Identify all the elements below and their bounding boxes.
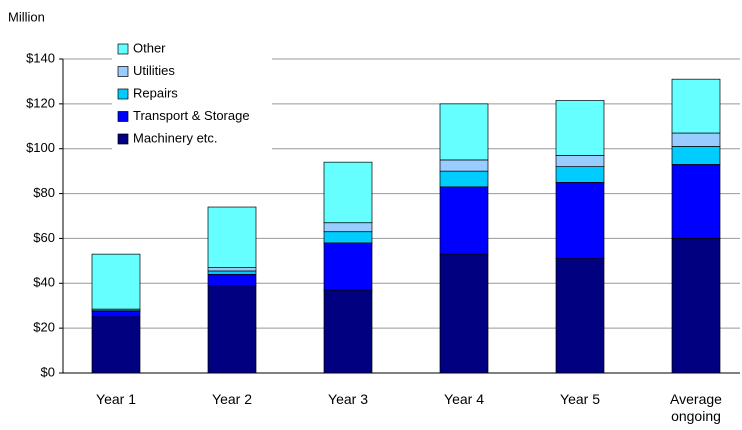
bar-segment xyxy=(323,222,373,233)
y-tick-label: $40 xyxy=(33,275,55,290)
bar-segment xyxy=(91,316,141,374)
legend-label: Utilities xyxy=(133,63,175,78)
bar-segment xyxy=(207,273,257,286)
legend-label: Transport & Storage xyxy=(133,108,250,123)
bar-segment xyxy=(671,78,721,134)
bar-segment xyxy=(671,132,721,147)
y-tick-label: $60 xyxy=(33,230,55,245)
bar-segment xyxy=(323,231,373,244)
legend-swatch xyxy=(117,111,129,122)
bar-segment xyxy=(671,146,721,165)
bar-segment xyxy=(439,186,489,255)
x-tick-label: Year 5 xyxy=(560,391,600,407)
y-tick-label: $80 xyxy=(33,185,55,200)
bar-segment xyxy=(439,170,489,188)
y-tick-label: $0 xyxy=(41,364,55,379)
bar-segment xyxy=(207,270,257,275)
bar-segment xyxy=(207,285,257,374)
legend-swatch xyxy=(117,43,129,55)
bar-segment xyxy=(91,253,141,310)
bar-segment xyxy=(555,100,605,156)
bar-segment xyxy=(207,267,257,272)
x-tick-label: Year 4 xyxy=(444,391,484,407)
legend-box xyxy=(112,38,272,157)
bar-segment xyxy=(555,155,605,168)
x-tick-label: Year 2 xyxy=(212,391,252,407)
legend-label: Machinery etc. xyxy=(133,130,218,145)
bar-segment xyxy=(555,166,605,183)
bar-segment xyxy=(323,161,373,224)
bar-segment xyxy=(555,258,605,374)
y-tick-label: $120 xyxy=(26,95,55,110)
bar-segment xyxy=(439,253,489,374)
bar-segment xyxy=(671,238,721,374)
y-tick-label: $20 xyxy=(33,320,55,335)
legend-label: Other xyxy=(133,40,166,55)
legend-swatch xyxy=(117,88,129,100)
x-tick-label: Year 3 xyxy=(328,391,368,407)
bar-segment xyxy=(91,310,141,318)
bar-segment xyxy=(555,182,605,259)
bar-segment xyxy=(207,206,257,268)
x-tick-label: Year 1 xyxy=(96,391,136,407)
y-tick-label: $140 xyxy=(26,50,55,65)
bar-segment xyxy=(439,159,489,172)
y-tick-label: $100 xyxy=(26,140,55,155)
x-tick-label: Average ongoing xyxy=(670,391,722,424)
bar-segment xyxy=(671,164,721,239)
legend-swatch xyxy=(117,66,129,77)
legend-label: Repairs xyxy=(133,85,178,100)
y-axis-label: Million xyxy=(8,9,45,24)
legend-swatch xyxy=(117,133,129,145)
bar-segment xyxy=(323,242,373,291)
bar-segment xyxy=(323,289,373,374)
bar-segment xyxy=(439,103,489,161)
